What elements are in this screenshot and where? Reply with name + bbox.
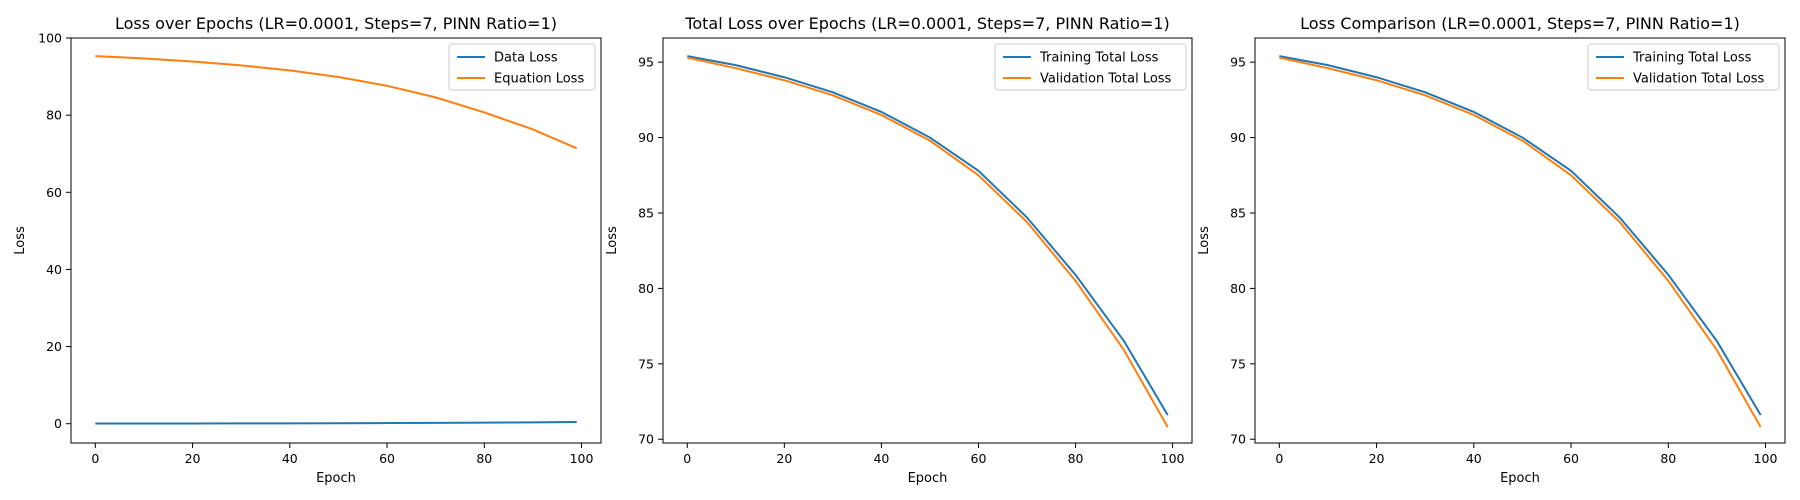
y-tick-label: 0 <box>54 416 62 431</box>
axes-frame <box>1254 37 1786 444</box>
x-tick-label: 40 <box>1466 451 1482 466</box>
y-tick-label: 70 <box>1230 432 1246 447</box>
series-line-0 <box>95 420 577 425</box>
x-tick-label: 80 <box>476 451 492 466</box>
y-tick-label: 90 <box>1230 130 1246 145</box>
x-axis-label: Epoch <box>316 471 356 486</box>
axes-frame <box>662 37 1193 444</box>
series-line-1 <box>1279 56 1762 428</box>
y-tick-label: 85 <box>1230 205 1246 220</box>
x-tick-label: 60 <box>971 451 987 466</box>
y-tick-label: 70 <box>638 432 654 447</box>
chart-panel-total-loss: Total Loss over Epochs (LR=0.0001, Steps… <box>605 14 1193 486</box>
x-tick-label: 40 <box>873 451 889 466</box>
y-tick-label: 90 <box>638 130 654 145</box>
x-tick-label: 0 <box>683 451 691 466</box>
y-tick-label: 100 <box>38 31 62 46</box>
y-axis-label: Loss <box>13 226 28 255</box>
series-line-0 <box>1279 55 1762 416</box>
y-tick-label: 40 <box>46 262 62 277</box>
y-axis-label: Loss <box>1197 226 1212 255</box>
legend-box <box>994 43 1187 91</box>
x-axis-label: Epoch <box>1500 471 1540 486</box>
legend: Training Total Loss Validation Total Loss <box>1587 43 1780 91</box>
legend-label: Equation Loss <box>494 72 584 87</box>
x-tick-label: 80 <box>1660 451 1676 466</box>
series-line-1 <box>687 56 1169 428</box>
legend-label: Validation Total Loss <box>1040 72 1172 87</box>
legend: Data Loss Equation Loss <box>448 43 596 91</box>
x-tick-label: 100 <box>1161 451 1185 466</box>
chart-panel-loss-over-epochs: Loss over Epochs (LR=0.0001, Steps=7, PI… <box>13 14 602 486</box>
series-line-1 <box>95 55 578 150</box>
x-tick-label: 100 <box>1754 451 1778 466</box>
y-tick-label: 95 <box>638 55 654 70</box>
y-tick-label: 20 <box>46 339 62 354</box>
x-tick-label: 80 <box>1068 451 1084 466</box>
x-tick-label: 0 <box>1275 451 1283 466</box>
chart-title: Loss over Epochs (LR=0.0001, Steps=7, PI… <box>115 14 557 33</box>
y-tick-label: 75 <box>1230 356 1246 371</box>
y-tick-label: 75 <box>638 356 654 371</box>
x-tick-label: 100 <box>570 451 594 466</box>
legend-box <box>1587 43 1780 91</box>
legend-label: Validation Total Loss <box>1633 72 1765 87</box>
x-tick-label: 20 <box>1369 451 1385 466</box>
x-tick-label: 20 <box>776 451 792 466</box>
axes-frame <box>70 37 602 444</box>
y-tick-label: 80 <box>1230 281 1246 296</box>
x-tick-label: 60 <box>1563 451 1579 466</box>
y-tick-label: 95 <box>1230 55 1246 70</box>
x-tick-label: 20 <box>185 451 201 466</box>
legend: Training Total Loss Validation Total Loss <box>994 43 1187 91</box>
x-axis-label: Epoch <box>908 471 948 486</box>
chart-title: Total Loss over Epochs (LR=0.0001, Steps… <box>684 14 1169 33</box>
series-line-0 <box>687 55 1169 416</box>
x-tick-label: 40 <box>282 451 298 466</box>
x-tick-label: 0 <box>91 451 99 466</box>
legend-label: Data Loss <box>494 51 558 66</box>
legend-box <box>448 43 596 91</box>
chart-title: Loss Comparison (LR=0.0001, Steps=7, PIN… <box>1300 14 1740 33</box>
y-axis-label: Loss <box>605 226 620 255</box>
chart-panel-loss-comparison: Loss Comparison (LR=0.0001, Steps=7, PIN… <box>1197 14 1786 486</box>
x-tick-label: 60 <box>379 451 395 466</box>
y-tick-label: 80 <box>638 281 654 296</box>
y-tick-label: 80 <box>46 108 62 123</box>
y-tick-label: 60 <box>46 185 62 200</box>
y-tick-label: 85 <box>638 205 654 220</box>
legend-label: Training Total Loss <box>1039 51 1159 66</box>
legend-label: Training Total Loss <box>1632 51 1752 66</box>
